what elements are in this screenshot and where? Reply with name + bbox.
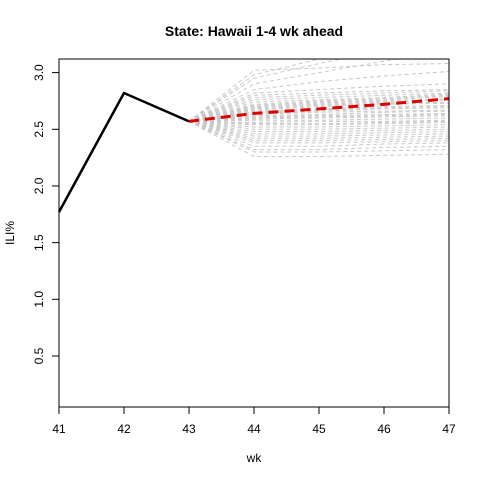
sample-trajectory-line	[188, 114, 449, 122]
chart-title: State: Hawaii 1-4 wk ahead	[165, 23, 343, 39]
sample-trajectory-line	[188, 120, 449, 125]
sample-trajectory-line	[188, 83, 449, 122]
sample-trajectory-line	[188, 120, 449, 144]
sample-trajectory-line	[188, 93, 449, 122]
sample-trajectory-line	[188, 89, 449, 122]
sample-trajectory-line	[188, 115, 449, 122]
sample-trajectory-line	[188, 120, 449, 151]
sample-trajectory-line	[188, 98, 449, 122]
y-tick-label: 2.0	[32, 177, 46, 194]
sample-trajectory-line	[188, 120, 449, 137]
forecast-mean-line	[188, 97, 450, 123]
sample-trajectory-line	[188, 120, 449, 139]
observed-series	[57, 91, 190, 213]
y-tick-label: 0.5	[32, 347, 46, 364]
sample-trajectory-line	[188, 94, 449, 122]
sample-trajectory-line	[188, 92, 449, 122]
y-axis-label: ILI%	[3, 221, 17, 245]
sample-trajectory-line	[188, 63, 449, 122]
x-tick-label: 46	[377, 422, 391, 436]
y-tick-label: 3.0	[32, 64, 46, 81]
sample-trajectory-line	[188, 90, 449, 122]
y-tick-label: 2.5	[32, 121, 46, 138]
sample-trajectory-line	[188, 120, 449, 153]
y-tick-label: 1.5	[32, 234, 46, 251]
sample-trajectory-line	[188, 120, 449, 157]
sample-trajectory-line	[188, 119, 449, 123]
sample-trajectory-line	[188, 109, 449, 122]
sample-trajectory-line	[188, 120, 449, 126]
sample-trajectory-line	[188, 104, 449, 122]
x-axis-label: wk	[246, 451, 263, 465]
x-axis: 41 42 43 44 45 46 47	[52, 406, 456, 436]
y-axis: 0.5 1.0 1.5 2.0 2.5 3.0	[32, 64, 60, 364]
sample-trajectory-line	[188, 59, 344, 122]
sample-trajectory-line	[188, 59, 400, 122]
sample-trajectory-line	[188, 120, 449, 133]
sample-trajectory-line	[188, 107, 449, 122]
sample-trajectories	[188, 59, 449, 157]
sample-trajectory-line	[188, 106, 449, 122]
y-tick-label: 1.0	[32, 291, 46, 308]
x-tick-label: 44	[247, 422, 261, 436]
sample-trajectory-line	[188, 120, 449, 142]
sample-trajectory-line	[188, 120, 449, 130]
sample-trajectory-line	[188, 120, 449, 135]
forecast-mean-series	[188, 97, 450, 123]
sample-trajectory-line	[188, 120, 449, 147]
sample-trajectory-line	[188, 112, 449, 122]
sample-trajectory-line	[188, 95, 449, 122]
observed-line	[57, 91, 190, 213]
x-tick-label: 47	[442, 422, 456, 436]
x-tick-label: 41	[52, 422, 66, 436]
sample-trajectory-line	[188, 70, 449, 122]
x-tick-label: 45	[312, 422, 326, 436]
sample-trajectory-line	[188, 117, 449, 122]
x-tick-label: 42	[117, 422, 131, 436]
sample-trajectory-line	[188, 102, 449, 122]
x-tick-label: 43	[182, 422, 196, 436]
sample-trajectory-line	[188, 110, 449, 122]
sample-trajectory-line	[188, 120, 449, 128]
